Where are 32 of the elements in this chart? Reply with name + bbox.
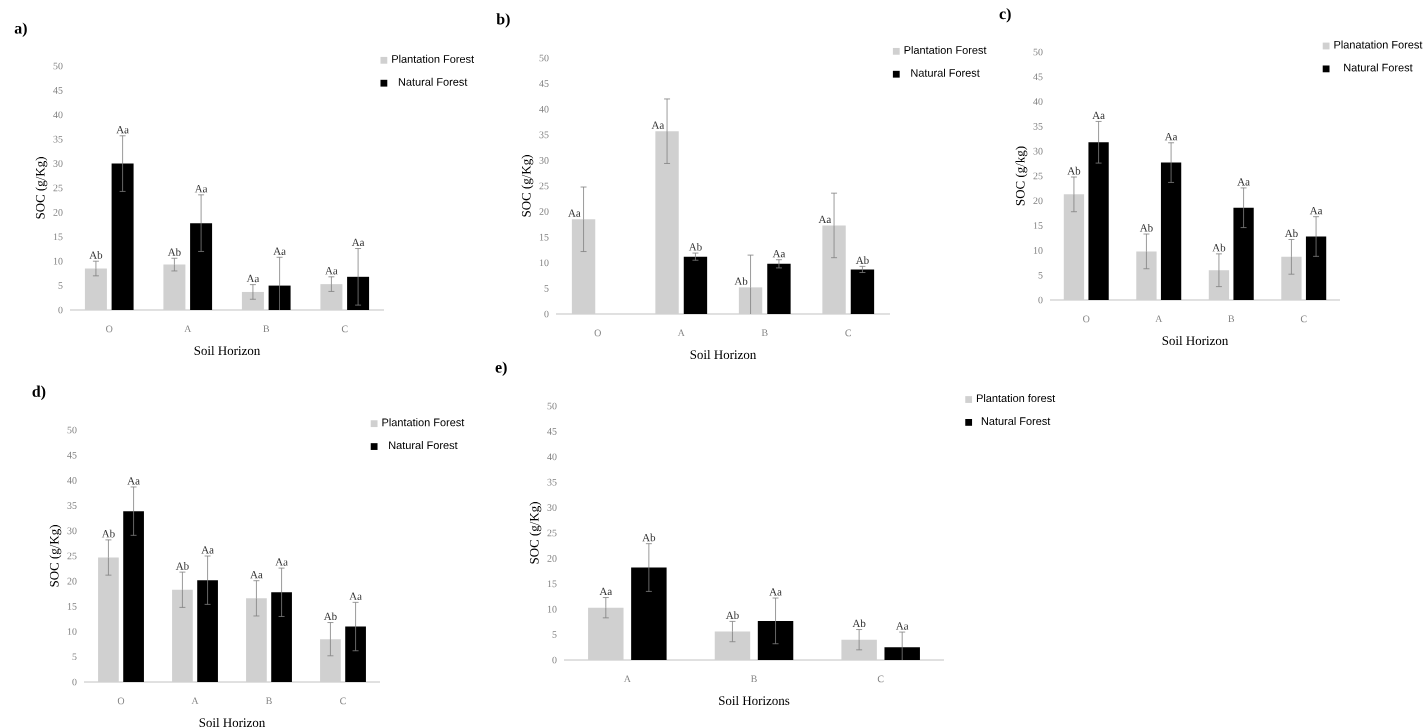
bar [655,131,679,314]
bar [1063,194,1085,300]
bar [111,163,134,310]
bar [1233,207,1254,300]
bar [841,639,877,660]
bar [246,598,267,682]
bar [1305,236,1327,300]
bar [822,225,846,314]
bar [1281,256,1302,300]
bar [1136,251,1157,300]
bar [767,263,791,314]
bar [197,580,218,682]
bar [714,631,751,660]
bar [320,639,341,682]
bar [884,647,920,660]
bar [1088,142,1109,300]
bar [1160,162,1182,300]
bar [850,269,875,314]
bar [683,256,708,314]
bar [241,291,264,310]
bar [172,589,193,682]
bar [571,219,596,314]
bar [345,626,366,682]
bar [190,223,213,310]
bar [123,511,144,682]
bar [163,264,186,310]
bar [588,607,624,660]
bar [271,592,292,682]
bar [84,268,107,310]
bar [631,567,667,660]
bar [98,557,119,682]
bar [320,284,343,310]
